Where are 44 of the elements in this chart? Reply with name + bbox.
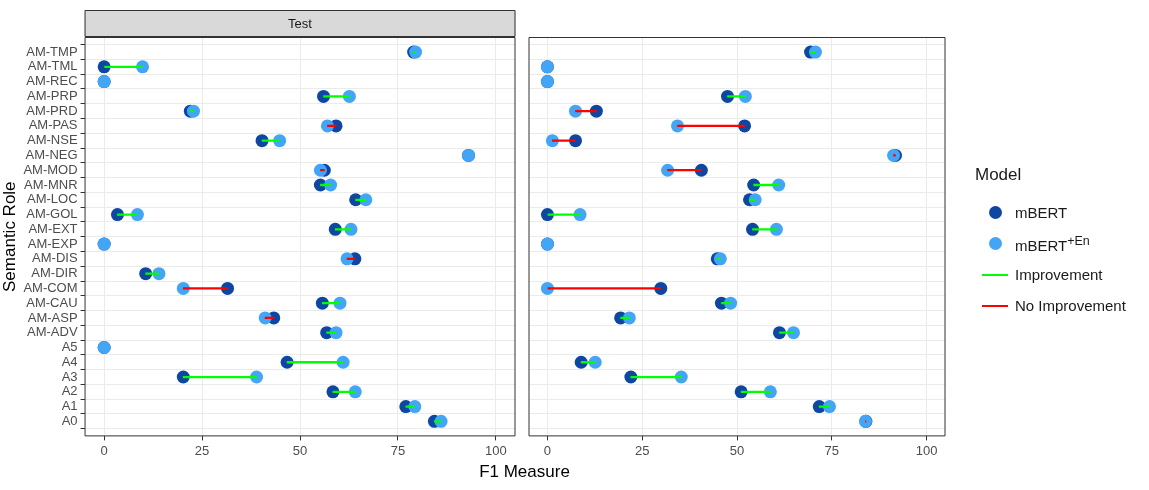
y-tick-label: AM-PRP bbox=[27, 87, 78, 103]
x-tick-label: 75 bbox=[824, 442, 840, 458]
legend-label: mBERT$^{+En}$ bbox=[1015, 233, 1090, 254]
x-tick-label: 50 bbox=[292, 442, 308, 458]
legend-label: mBERT bbox=[1015, 204, 1068, 221]
y-tick-label: AM-NSE bbox=[27, 132, 78, 148]
y-tick-label: A3 bbox=[61, 368, 78, 384]
y-tick-label: AM-ADV bbox=[27, 324, 78, 340]
y-tick-label: AM-NEG bbox=[25, 147, 78, 163]
y-tick-label: AM-LOC bbox=[27, 191, 78, 207]
legend-label: Improvement bbox=[1015, 266, 1103, 283]
y-tick-label: AM-EXT bbox=[28, 220, 78, 236]
y-tick-label: AM-COM bbox=[23, 279, 78, 295]
y-tick-label: AM-MNR bbox=[24, 176, 78, 192]
x-tick-label: 25 bbox=[634, 442, 650, 458]
y-tick-label: AM-REC bbox=[26, 73, 78, 89]
chart-title: Test bbox=[288, 15, 313, 31]
y-tick-label: AM-CAU bbox=[26, 294, 78, 310]
y-tick-label: A0 bbox=[61, 412, 78, 428]
y-tick-label: AM-PRD bbox=[26, 102, 78, 118]
x-tick-label: 75 bbox=[390, 442, 406, 458]
y-tick-label: AM-EXP bbox=[27, 235, 78, 251]
x-tick-label: 100 bbox=[915, 442, 938, 458]
y-tick-label: AM-TMP bbox=[26, 43, 78, 59]
y-tick-label: AM-MOD bbox=[23, 161, 78, 177]
legend-title: Model bbox=[975, 165, 1023, 185]
y-tick-label: A5 bbox=[61, 339, 78, 355]
legend-label: No Improvement bbox=[1015, 297, 1126, 314]
y-tick-label: A1 bbox=[61, 398, 78, 414]
x-tick-label: 50 bbox=[729, 442, 745, 458]
y-tick-label: AM-DIR bbox=[31, 265, 78, 281]
y-tick-label: AM-DIS bbox=[32, 250, 78, 266]
y-tick-label: AM-PAS bbox=[28, 117, 78, 133]
x-tick-label: 25 bbox=[194, 442, 210, 458]
x-tick-label: 100 bbox=[485, 442, 507, 458]
x-axis-title: F1 Measure bbox=[479, 462, 570, 481]
y-tick-label: AM-GOL bbox=[26, 206, 78, 222]
y-tick-label: A2 bbox=[61, 383, 78, 399]
y-tick-label: AM-ASP bbox=[27, 309, 78, 325]
x-tick-label: 0 bbox=[543, 442, 552, 458]
x-tick-label: 0 bbox=[100, 442, 108, 458]
y-axis-title: Semantic Role bbox=[0, 181, 19, 292]
y-tick-label: AM-TML bbox=[27, 58, 78, 74]
y-tick-label: A4 bbox=[61, 353, 78, 369]
